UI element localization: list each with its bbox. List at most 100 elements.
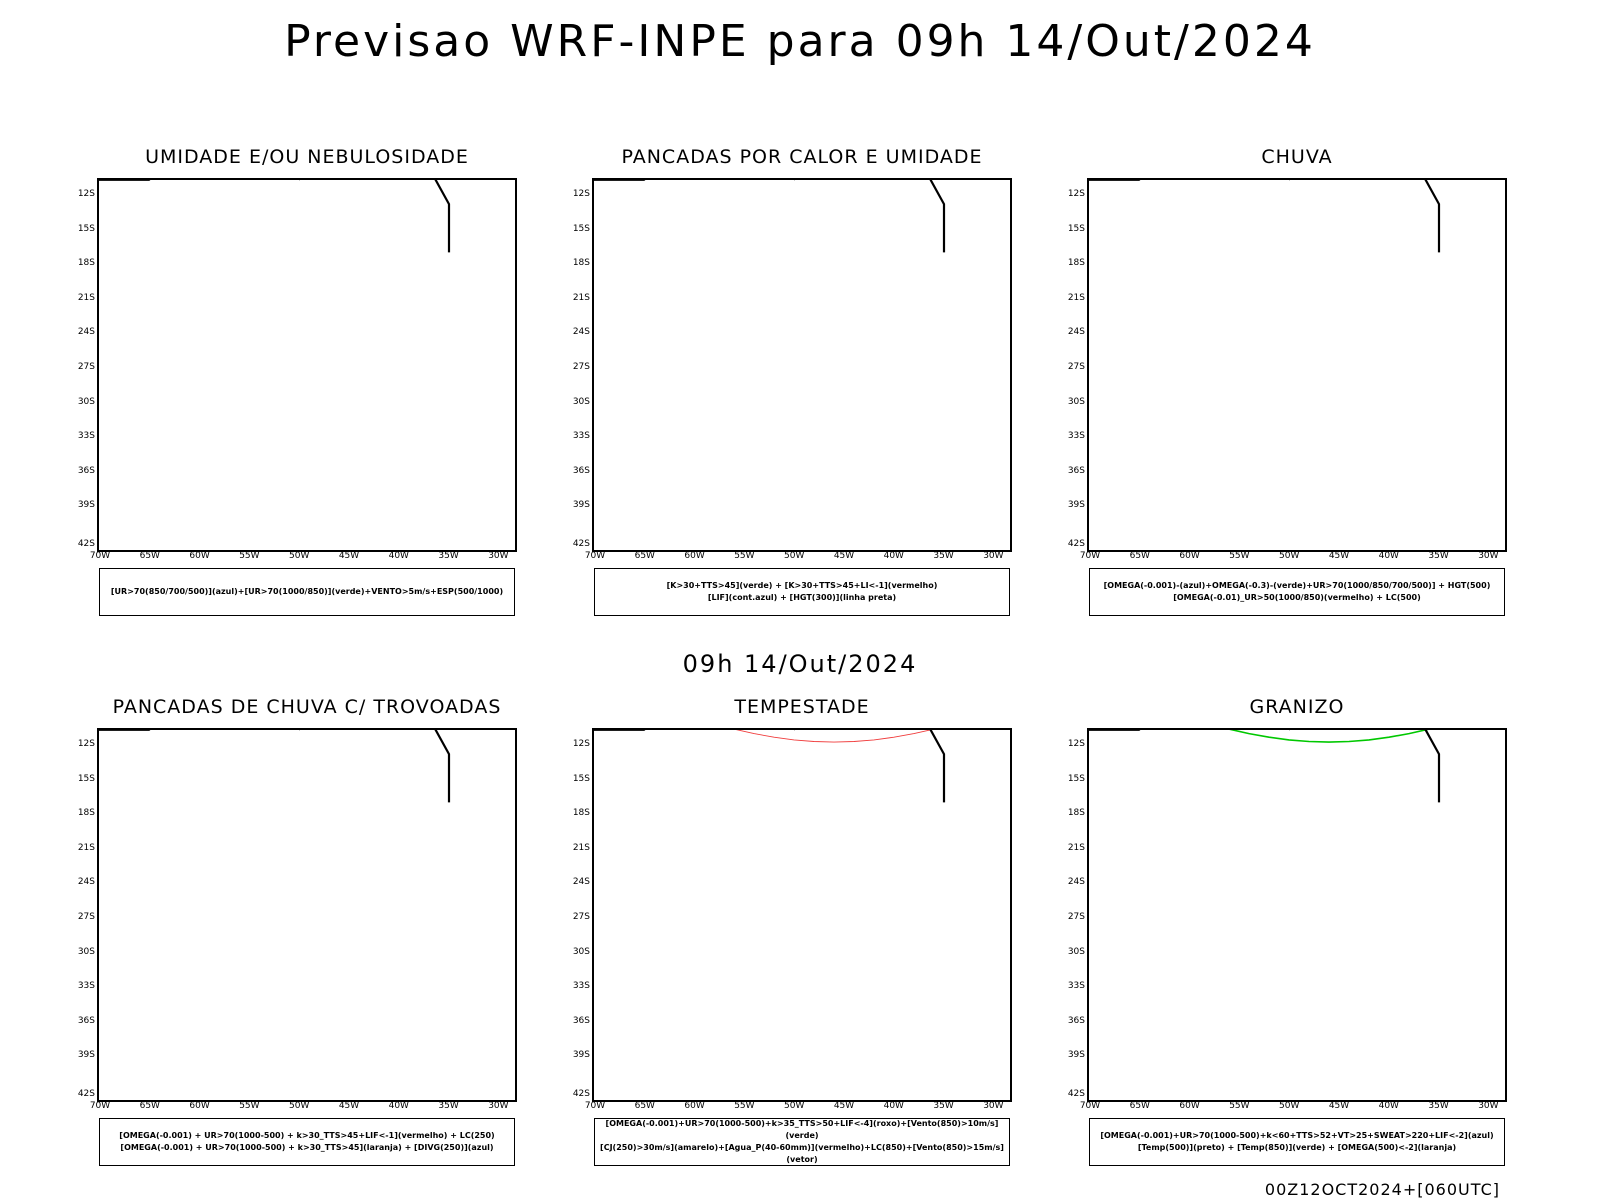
latitude-tick-label: 18S [572,808,590,819]
map-canvas: 40404040 [594,730,946,803]
map-canvas [99,730,451,803]
latitude-tick-label: 30S [77,946,95,957]
longitude-tick-label: 40W [1378,551,1399,561]
longitude-tick-label: 65W [634,551,655,561]
latitude-tick-label: 15S [77,223,95,234]
latitude-tick-label: 18S [77,258,95,269]
longitude-tick-label: 55W [1229,1101,1250,1111]
latitude-tick-label: 33S [77,981,95,992]
temp850-contour [1229,730,1429,743]
longitude-tick-label: 65W [139,1101,160,1111]
main-title: Previsao WRF-INPE para 09h 14/Out/2024 [284,16,1316,67]
latitude-tick-label: 18S [1067,808,1085,819]
latitude-tick-label: 39S [572,500,590,511]
longitude-tick-label: 60W [1179,551,1200,561]
legend-line: [OMEGA(-0.001) + UR>70(1000-500) + k>30_… [120,1143,494,1152]
legend-line: [K>30+TTS>45](verde) + [K>30+TTS>45+LI<-… [666,581,938,590]
latitude-tick-label: 27S [77,362,95,372]
latitude-tick-label: 36S [77,465,95,476]
latitude-tick-label: 30S [1067,396,1085,407]
latitude-tick-label: 33S [77,431,95,442]
panel-title: PANCADAS POR CALOR E UMIDADE [621,146,983,168]
latitude-tick-label: 24S [77,877,95,888]
longitude-tick-label: 40W [1378,1101,1399,1111]
latitude-tick-label: 33S [572,981,590,992]
latitude-tick-label: 18S [77,808,95,819]
panel-legend: [UR>70(850/700/500)](azul)+[UR>70(1000/8… [99,568,515,616]
latitude-tick-label: 33S [1067,431,1085,442]
latitude-tick-label: 30S [77,396,95,407]
legend-line: [OMEGA(-0.001)+UR>70(1000-500)+k<60+TTS>… [1100,1131,1494,1140]
latitude-tick-label: 24S [572,877,590,888]
latitude-tick-label: 27S [1067,362,1085,372]
longitude-tick-label: 45W [1328,1101,1350,1111]
map-panel: 12121518-1518212412151821 [1087,728,1507,1102]
panel-legend: [OMEGA(-0.001)-(azul)+OMEGA(-0.3)-(verde… [1089,568,1505,616]
longitude-tick-label: 70W [1079,1101,1101,1111]
longitude-tick-label: 35W [1428,1101,1449,1111]
longitude-tick-label: 30W [1478,551,1499,561]
latitude-tick-label: 21S [1067,292,1085,303]
longitude-tick-label: 50W [289,551,310,561]
longitude-tick-label: 65W [1129,551,1150,561]
map-canvas: 9600968095209600952094409360928092009200… [594,180,946,253]
latitude-tick-label: 42S [572,1089,590,1099]
longitude-tick-label: 35W [438,1101,459,1111]
latitude-tick-label: 39S [77,1050,95,1061]
latitude-tick-label: 39S [1067,500,1085,511]
east-coastline [434,730,451,803]
longitude-tick-label: 70W [89,551,111,561]
latitude-tick-label: 12S [77,189,95,199]
longitude-tick-label: 70W [584,551,606,561]
latitude-tick-label: 33S [572,431,590,442]
panel-legend: [OMEGA(-0.001)+UR>70(1000-500)+k<60+TTS>… [1089,1118,1505,1166]
longitude-tick-label: 30W [1478,1101,1499,1111]
legend-line: [UR>70(850/700/500)](azul)+[UR>70(1000/8… [110,587,504,596]
latitude-tick-label: 12S [1067,739,1085,749]
longitude-tick-label: 40W [388,551,409,561]
east-coastline [434,180,451,253]
legend-line: [OMEGA(-0.001)-(azul)+OMEGA(-0.3)-(verde… [1103,581,1491,590]
longitude-tick-label: 55W [734,551,755,561]
map-canvas: 12121518-1518212412151821 [1089,730,1441,803]
legend-line: [LIF](cont.azul) + [HGT(300)](linha pret… [707,593,897,602]
latitude-tick-label: 15S [572,773,590,784]
longitude-tick-label: 35W [933,551,954,561]
longitude-tick-label: 45W [1328,551,1350,561]
latitude-tick-label: 12S [572,739,590,749]
east-coastline [929,730,946,803]
longitude-tick-label: 60W [684,551,705,561]
longitude-tick-label: 65W [634,1101,655,1111]
latitude-tick-label: 30S [572,396,590,407]
longitude-tick-label: 40W [883,551,904,561]
longitude-tick-label: 60W [1179,1101,1200,1111]
east-coastline [1424,730,1441,803]
longitude-tick-label: 45W [833,551,855,561]
longitude-tick-label: 30W [488,1101,509,1111]
latitude-tick-label: 36S [572,1015,590,1026]
latitude-tick-label: 36S [1067,1015,1085,1026]
longitude-tick-label: 65W [139,551,160,561]
map-panel [97,728,517,1102]
latitude-tick-label: 24S [572,327,590,338]
latitude-tick-label: 15S [1067,773,1085,784]
run-timestamp: 00Z12OCT2024+[060UTC] [1264,1180,1500,1199]
latitude-tick-label: 30S [572,946,590,957]
legend-line: [OMEGA(-0.01)_UR>50(1000/850)(vermelho) … [1173,593,1421,602]
precipitable-water-contour [735,730,933,743]
panel-title: TEMPESTADE [734,696,870,718]
east-coastline [929,180,946,253]
latitude-tick-label: 39S [77,500,95,511]
latitude-tick-label: 39S [572,1050,590,1061]
longitude-tick-label: 50W [784,551,805,561]
latitude-tick-label: 39S [1067,1050,1085,1061]
latitude-tick-label: 42S [77,1089,95,1099]
longitude-tick-label: 55W [239,551,260,561]
longitude-tick-label: 30W [488,551,509,561]
latitude-tick-label: 12S [77,739,95,749]
secondary-title: 09h 14/Out/2024 [682,650,918,678]
latitude-tick-label: 15S [1067,223,1085,234]
latitude-tick-label: 36S [77,1015,95,1026]
latitude-tick-label: 24S [1067,327,1085,338]
panel-legend: [OMEGA(-0.001) + UR>70(1000-500) + k>30_… [99,1118,515,1166]
